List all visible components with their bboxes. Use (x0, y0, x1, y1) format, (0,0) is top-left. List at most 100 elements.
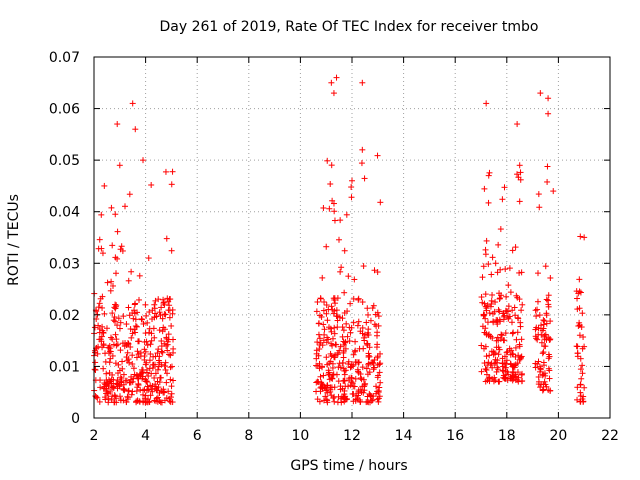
data-point (331, 295, 338, 302)
y-tick-label: 0.02 (49, 308, 80, 324)
data-point (122, 203, 129, 210)
data-point (98, 333, 105, 340)
data-point (154, 350, 161, 357)
data-point (328, 79, 335, 86)
data-point (574, 350, 581, 357)
data-point (574, 295, 581, 302)
data-point (144, 342, 151, 349)
data-point (334, 317, 341, 324)
data-point (163, 379, 170, 386)
data-point (127, 325, 134, 332)
data-point (95, 304, 102, 311)
data-point (102, 358, 109, 365)
data-point (351, 348, 358, 355)
data-point (125, 277, 132, 284)
data-point (129, 352, 136, 359)
data-point (136, 272, 143, 279)
data-point (149, 388, 156, 395)
data-point (331, 384, 338, 391)
data-point (132, 323, 139, 330)
data-point (365, 361, 372, 368)
data-point (143, 312, 150, 319)
data-point (537, 384, 544, 391)
data-point (320, 204, 327, 211)
data-point (342, 367, 349, 374)
data-point (146, 309, 153, 316)
data-point (319, 363, 326, 370)
data-point (129, 100, 136, 107)
data-point (103, 370, 110, 377)
data-point (542, 343, 549, 350)
data-point (108, 204, 115, 211)
data-point (577, 381, 584, 388)
data-point (95, 343, 102, 350)
data-point (484, 319, 491, 326)
data-point (483, 371, 490, 378)
data-point (579, 310, 586, 317)
data-point (546, 353, 553, 360)
data-point (156, 397, 163, 404)
data-point (338, 264, 345, 271)
data-point (541, 378, 548, 385)
data-point (483, 100, 490, 107)
data-point (359, 79, 366, 86)
data-point (335, 364, 342, 371)
data-point (158, 337, 165, 344)
data-point (160, 299, 167, 306)
data-point (151, 314, 158, 321)
data-point (550, 188, 557, 195)
data-point (547, 274, 554, 281)
data-point (154, 394, 161, 401)
data-point (167, 376, 174, 383)
data-point (127, 344, 134, 351)
data-point (163, 235, 170, 242)
data-point (371, 364, 378, 371)
data-point (129, 378, 136, 385)
data-point (117, 378, 124, 385)
data-point (326, 324, 333, 331)
data-point (137, 353, 144, 360)
data-point (320, 321, 327, 328)
data-point (539, 387, 546, 394)
data-point (575, 323, 582, 330)
data-point (511, 304, 518, 311)
data-point (365, 311, 372, 318)
data-point (133, 323, 140, 330)
data-point (170, 336, 177, 343)
data-point (92, 359, 99, 366)
grid-lines (94, 57, 610, 418)
data-point (103, 325, 110, 332)
data-point (149, 307, 156, 314)
data-point (152, 381, 159, 388)
data-point (348, 184, 355, 191)
data-point (315, 320, 322, 327)
data-point (341, 289, 348, 296)
data-point (328, 328, 335, 335)
x-tick-label: 2 (90, 428, 99, 444)
data-point (538, 339, 545, 346)
data-point (313, 308, 320, 315)
data-point (107, 355, 114, 362)
data-point (539, 350, 546, 357)
data-point (537, 90, 544, 97)
data-point (577, 366, 584, 373)
data-point (542, 263, 549, 270)
data-point (513, 336, 520, 343)
data-point (491, 360, 498, 367)
data-point (482, 378, 489, 385)
data-point (162, 359, 169, 366)
data-point (505, 371, 512, 378)
data-point (485, 199, 492, 206)
data-point (120, 397, 127, 404)
data-point (510, 369, 517, 376)
data-point (349, 177, 355, 184)
data-point (331, 330, 338, 337)
y-tick-label: 0.07 (49, 50, 80, 66)
data-point (518, 336, 525, 343)
data-point (366, 369, 373, 376)
data-point (141, 356, 148, 363)
data-point (323, 310, 330, 317)
data-point (97, 384, 104, 391)
data-point (327, 386, 334, 393)
data-point (480, 311, 487, 318)
